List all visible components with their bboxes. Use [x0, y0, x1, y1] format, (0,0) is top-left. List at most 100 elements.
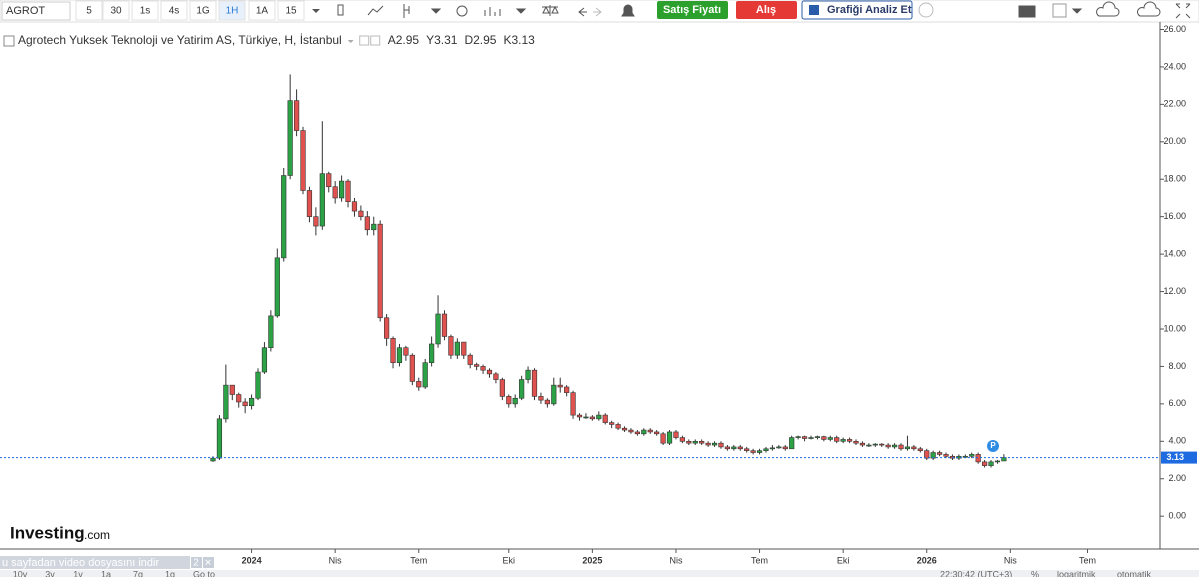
event-marker[interactable] — [987, 440, 999, 452]
interval-button[interactable] — [75, 0, 103, 21]
candle-body — [409, 354, 415, 382]
candle-body — [859, 442, 866, 446]
candle-body — [917, 448, 923, 451]
candle-icon[interactable] — [337, 4, 344, 16]
range-button[interactable]: 10y — [13, 569, 28, 577]
range-button[interactable]: 1y — [73, 569, 83, 577]
symbol: AGROT — [6, 5, 45, 17]
candle-body — [705, 442, 711, 446]
interval-button[interactable] — [160, 0, 188, 21]
cloud-download-icon[interactable] — [1096, 1, 1120, 17]
candle-body — [377, 223, 383, 319]
candle-body — [975, 454, 981, 463]
candle-body — [666, 431, 673, 444]
y-tick-label: 0.00 — [1168, 511, 1186, 521]
interval-label: 1G — [196, 6, 210, 17]
range-button[interactable]: 1a — [101, 569, 111, 577]
candle-body — [538, 396, 544, 401]
candle-body — [879, 443, 885, 446]
camera-icon[interactable] — [1018, 5, 1036, 18]
range-button[interactable]: 7g — [133, 569, 143, 577]
range-button[interactable]: 1g — [165, 569, 175, 577]
x-tick-label: 2025 — [582, 555, 602, 565]
dropdown-icon[interactable] — [1071, 8, 1083, 14]
candle-body — [261, 347, 268, 373]
color-icon[interactable] — [1052, 3, 1067, 18]
redo-icon[interactable] — [593, 7, 602, 17]
bar-icon[interactable] — [403, 4, 410, 18]
candle-body — [551, 384, 557, 405]
compare-icon[interactable] — [542, 5, 559, 16]
percent-toggle[interactable]: % — [1031, 569, 1039, 577]
interval-button[interactable] — [131, 0, 159, 21]
candle-body — [396, 347, 403, 363]
sell-button[interactable] — [657, 1, 728, 19]
candle-body — [718, 442, 724, 448]
goto-button[interactable]: Go to — [193, 569, 215, 577]
candle-body — [628, 429, 634, 433]
interval-button[interactable] — [277, 0, 305, 21]
x-tick-label: Nis — [329, 555, 342, 565]
candle-body — [615, 424, 621, 429]
symbol-input[interactable] — [1, 1, 71, 21]
interval-button[interactable] — [248, 0, 276, 21]
candle-body — [268, 315, 274, 349]
candle-body — [338, 180, 345, 199]
candle-body — [711, 442, 718, 446]
interval-button[interactable] — [102, 0, 130, 21]
info-icon[interactable] — [918, 2, 934, 18]
candle-body — [422, 362, 428, 388]
candle-body — [756, 450, 763, 453]
undo-icon[interactable] — [578, 7, 587, 17]
ohlc-legend: A2.95 Y3.31 D2.95 K3.13 — [347, 33, 535, 47]
interval-button[interactable] — [218, 0, 246, 21]
candle-body — [609, 422, 615, 425]
dropdown-icon[interactable] — [312, 9, 320, 13]
interval-label: 1A — [256, 6, 269, 17]
candle-body — [287, 100, 293, 176]
last-price-box — [1161, 451, 1197, 464]
candle-body — [782, 446, 788, 450]
log-toggle[interactable]: logaritmik — [1057, 569, 1096, 577]
candle-body — [416, 381, 422, 388]
ohlc-value: A2.95 — [388, 33, 420, 47]
dropdown-icon[interactable] — [515, 8, 527, 14]
candle-body — [660, 433, 666, 444]
download-overlay[interactable] — [0, 556, 190, 569]
candle-body — [467, 354, 473, 365]
collapse-icon[interactable] — [3, 35, 15, 47]
settings-icon[interactable] — [456, 5, 468, 17]
x-tick-label: 2026 — [917, 555, 937, 565]
candle-body — [891, 444, 898, 448]
y-tick-label: 8.00 — [1168, 361, 1186, 371]
auto-toggle[interactable]: otomatik — [1117, 569, 1152, 577]
range-button[interactable]: 3y — [45, 569, 55, 577]
candle-body — [904, 446, 911, 450]
dropdown-icon[interactable] — [430, 8, 442, 14]
candle-body — [544, 399, 550, 405]
candle-body — [846, 439, 853, 442]
candle-body — [988, 461, 994, 466]
interval-button[interactable] — [189, 0, 217, 21]
overlay-count: 2 — [193, 558, 199, 569]
analyze-button[interactable] — [801, 0, 913, 20]
alert-icon[interactable] — [621, 4, 635, 17]
overlay-close-box[interactable] — [203, 557, 214, 568]
candle-body — [351, 201, 358, 212]
cloud-upload-icon[interactable] — [1137, 1, 1161, 17]
indicator-icon[interactable] — [484, 7, 501, 16]
candle-body — [789, 437, 795, 450]
candle-body — [371, 223, 377, 231]
fullscreen-icon[interactable] — [1175, 3, 1191, 19]
candle-body — [300, 130, 306, 191]
buy-button[interactable] — [736, 1, 797, 19]
candle-body — [403, 347, 409, 356]
candle-body — [319, 173, 325, 227]
buy-label: Alış — [756, 4, 776, 16]
candle-body — [969, 454, 975, 457]
candle-body — [474, 364, 480, 367]
candle-body — [898, 444, 904, 450]
area-icon[interactable] — [367, 5, 384, 16]
y-tick-label: 6.00 — [1168, 398, 1186, 408]
